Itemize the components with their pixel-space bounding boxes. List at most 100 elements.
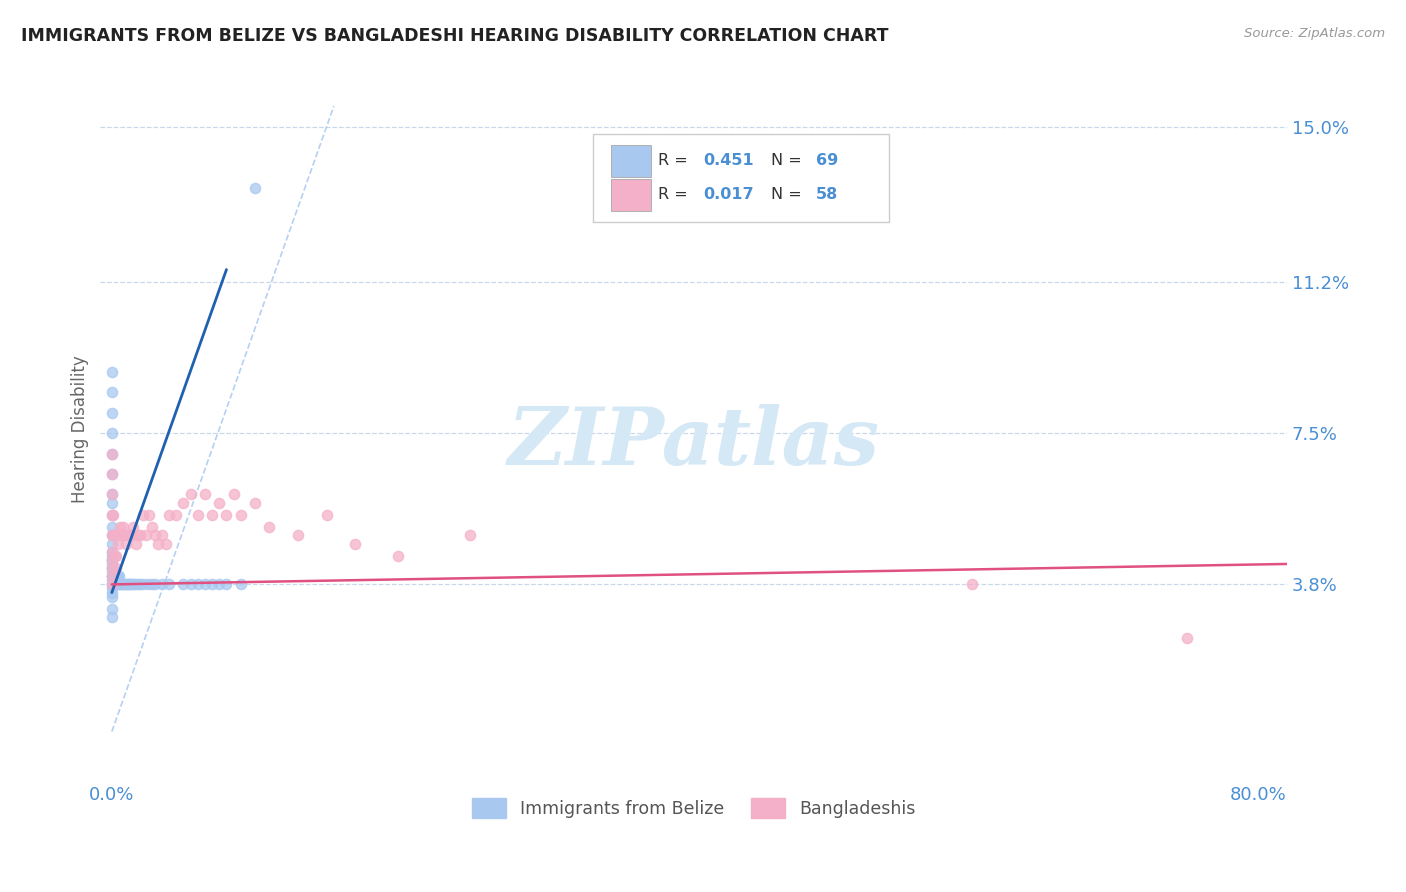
Point [215,508,238,522]
Text: ZIPatlas: ZIPatlas [508,404,880,482]
Point [125,536,148,550]
FancyBboxPatch shape [593,134,890,221]
Text: 0.017: 0.017 [703,187,754,202]
Point [101,577,124,591]
Point [108,577,131,591]
Point [115,536,138,550]
FancyBboxPatch shape [610,178,651,211]
Point [101,602,124,616]
Point [105,577,128,591]
Point [101,553,124,567]
Point [101,495,124,509]
Point [215,577,238,591]
Point [101,426,124,441]
Point [104,569,127,583]
Point [157,508,180,522]
Point [135,528,157,542]
Point [143,528,166,542]
Point [101,446,124,460]
Point [110,520,132,534]
Text: N =: N = [770,187,807,202]
Point [101,406,124,420]
Point [155,536,177,550]
Point [107,536,129,550]
Point [111,577,134,591]
Point [120,577,142,591]
Point [115,577,138,591]
Point [118,577,141,591]
Point [101,544,124,558]
Text: 0.451: 0.451 [703,153,754,168]
Point [101,569,124,583]
Point [101,569,124,583]
Point [458,528,481,542]
Point [101,610,124,624]
Point [101,585,124,599]
Point [101,574,124,588]
Point [138,508,160,522]
Point [105,561,128,575]
Point [287,528,309,542]
Point [387,549,409,563]
Point [114,577,136,591]
Point [108,569,131,583]
Text: R =: R = [658,187,693,202]
Point [101,557,124,571]
Point [101,446,124,460]
Point [117,577,139,591]
Point [117,528,139,542]
Point [112,520,135,534]
Text: Source: ZipAtlas.com: Source: ZipAtlas.com [1244,27,1385,40]
Point [105,549,128,563]
Point [107,569,129,583]
Point [101,577,124,591]
Point [208,577,231,591]
Point [180,487,202,501]
Legend: Immigrants from Belize, Bangladeshis: Immigrants from Belize, Bangladeshis [465,791,922,825]
Point [101,365,124,379]
Point [315,508,337,522]
Point [1175,631,1198,645]
Point [111,528,134,542]
Point [101,553,124,567]
Point [101,561,124,575]
Point [194,577,217,591]
Point [165,508,187,522]
Point [108,528,131,542]
Point [150,528,173,542]
Point [101,467,124,481]
Point [101,544,124,558]
Point [201,508,224,522]
Point [229,508,252,522]
Text: IMMIGRANTS FROM BELIZE VS BANGLADESHI HEARING DISABILITY CORRELATION CHART: IMMIGRANTS FROM BELIZE VS BANGLADESHI HE… [21,27,889,45]
FancyBboxPatch shape [610,145,651,178]
Point [222,487,245,501]
Point [132,508,155,522]
Point [136,577,159,591]
Point [101,553,124,567]
Point [107,577,129,591]
Point [187,508,209,522]
Point [146,536,169,550]
Point [118,528,141,542]
Point [104,577,127,591]
Point [129,528,152,542]
Point [104,528,127,542]
Point [141,520,163,534]
Point [172,577,194,591]
Point [105,569,128,583]
Point [103,508,125,522]
Point [143,577,166,591]
Text: 69: 69 [815,153,838,168]
Point [259,520,281,534]
Text: N =: N = [770,153,807,168]
Point [122,520,145,534]
Point [101,565,124,579]
Point [344,536,367,550]
Point [150,577,173,591]
Point [101,520,124,534]
Text: 58: 58 [815,187,838,202]
Point [127,577,149,591]
Point [103,528,125,542]
Point [187,577,209,591]
